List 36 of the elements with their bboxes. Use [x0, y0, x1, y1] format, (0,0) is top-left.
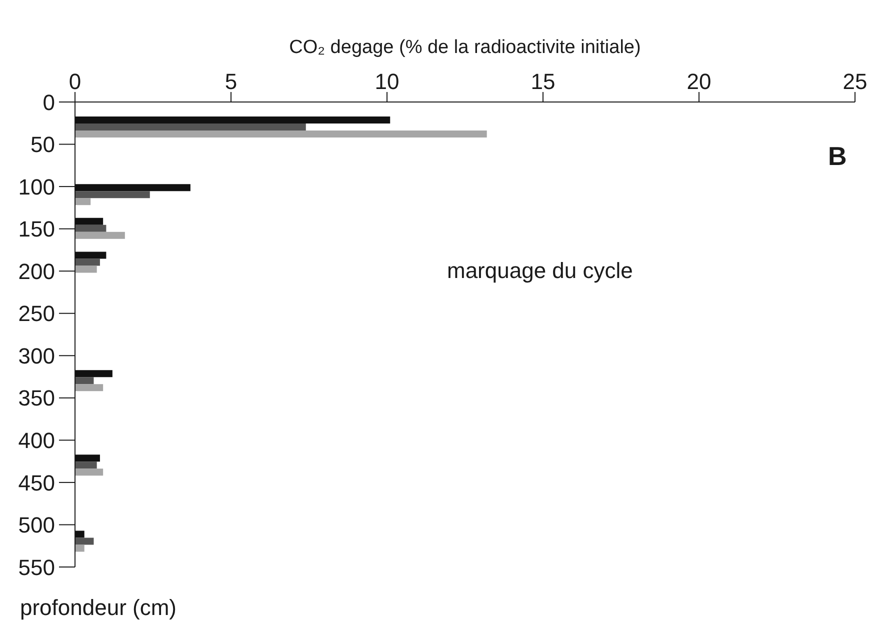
- y-tick-label: 50: [30, 132, 55, 158]
- y-tick-label: 350: [18, 386, 55, 411]
- bar: [75, 462, 97, 469]
- bar: [75, 538, 94, 545]
- y-tick-label: 100: [18, 174, 55, 200]
- y-tick-label: 300: [18, 343, 55, 368]
- x-tick-label: 10: [374, 69, 400, 94]
- x-tick-label: 20: [686, 69, 712, 94]
- x-tick-label: 15: [530, 69, 556, 94]
- bar: [75, 191, 150, 198]
- bar: [75, 468, 104, 476]
- bar: [75, 123, 306, 130]
- y-tick-label: 250: [18, 301, 55, 326]
- bar: [75, 384, 104, 392]
- annotation: marquage du cycle: [447, 257, 633, 285]
- y-tick-label: 450: [18, 470, 55, 496]
- y-axis-title: profondeur (cm): [20, 594, 177, 622]
- y-tick-label: 500: [18, 512, 55, 538]
- y-tick-label: 0: [42, 90, 55, 115]
- x-tick-label: 0: [68, 69, 82, 94]
- x-tick-label: 25: [842, 69, 868, 94]
- bar: [75, 130, 487, 138]
- bar: [75, 198, 91, 206]
- bar: [75, 224, 106, 232]
- bar: [75, 544, 84, 552]
- x-axis-title: CO₂ degage (% de la radioactivite initiale): [288, 36, 642, 60]
- x-tick-label: 5: [224, 69, 238, 94]
- bar: [75, 258, 100, 266]
- y-tick-label: 550: [18, 554, 55, 580]
- bar: [75, 377, 94, 384]
- annotation: B: [828, 141, 847, 171]
- bar: [75, 232, 125, 239]
- y-tick-label: 150: [18, 216, 55, 242]
- bar: [75, 266, 97, 273]
- y-tick-label: 400: [18, 428, 55, 453]
- y-tick-label: 200: [18, 258, 55, 284]
